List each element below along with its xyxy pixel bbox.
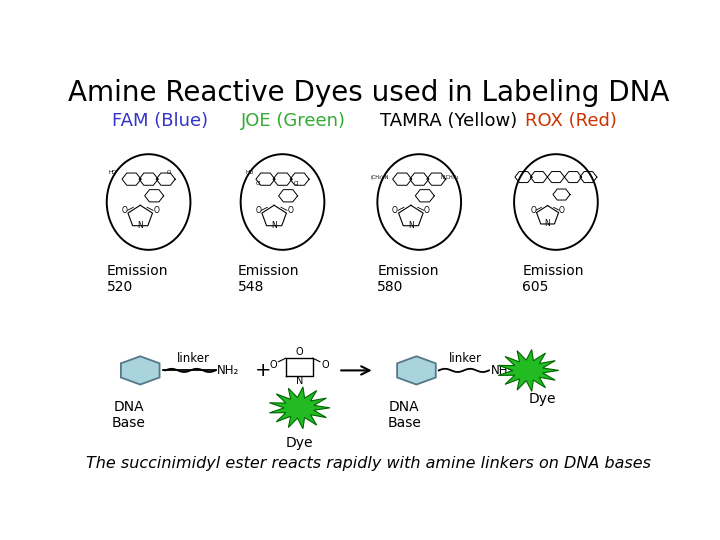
- Text: O: O: [559, 206, 565, 214]
- Text: TAMRA (Yellow): TAMRA (Yellow): [380, 112, 518, 130]
- Text: O: O: [321, 360, 329, 370]
- Text: DNA
Base: DNA Base: [112, 400, 145, 430]
- Text: FAM (Blue): FAM (Blue): [112, 112, 209, 130]
- Text: JOE (Green): JOE (Green): [240, 112, 346, 130]
- Text: O: O: [166, 171, 171, 176]
- Text: O: O: [392, 206, 398, 215]
- Text: Emission
580: Emission 580: [377, 264, 439, 294]
- Text: Cl: Cl: [294, 181, 300, 186]
- Polygon shape: [498, 349, 559, 392]
- Text: O: O: [256, 206, 261, 215]
- Text: NH₂: NH₂: [490, 364, 513, 377]
- Text: linker: linker: [176, 352, 210, 365]
- Text: N(CH₃)₂: N(CH₃)₂: [441, 174, 459, 180]
- Text: Amine Reactive Dyes used in Labeling DNA: Amine Reactive Dyes used in Labeling DNA: [68, 79, 670, 107]
- Text: linker: linker: [449, 352, 482, 365]
- Polygon shape: [269, 387, 330, 429]
- Text: N: N: [138, 220, 143, 230]
- Text: Cl: Cl: [256, 181, 261, 186]
- Text: O: O: [153, 206, 159, 215]
- Text: N: N: [296, 376, 303, 387]
- Text: +: +: [255, 361, 271, 380]
- Text: O: O: [287, 206, 293, 215]
- Text: The succinimidyl ester reacts rapidly with amine linkers on DNA bases: The succinimidyl ester reacts rapidly wi…: [86, 456, 652, 471]
- Text: HO: HO: [108, 171, 117, 176]
- Polygon shape: [121, 356, 160, 384]
- Text: N: N: [271, 220, 277, 230]
- Text: O: O: [424, 206, 430, 215]
- Text: N: N: [545, 219, 550, 228]
- Text: O: O: [270, 360, 277, 370]
- Text: HO: HO: [245, 171, 253, 176]
- Text: N: N: [408, 220, 414, 230]
- Text: NH₂: NH₂: [217, 364, 240, 377]
- Text: O: O: [122, 206, 127, 215]
- Text: Dye: Dye: [528, 392, 556, 406]
- Text: DNA
Base: DNA Base: [387, 400, 421, 430]
- Text: ROX (Red): ROX (Red): [526, 112, 617, 130]
- Text: Dye: Dye: [286, 436, 313, 450]
- Text: (CH₃)₂N: (CH₃)₂N: [370, 174, 389, 180]
- Text: O: O: [530, 206, 536, 214]
- Text: Emission
605: Emission 605: [523, 264, 584, 294]
- Polygon shape: [397, 356, 436, 384]
- Text: Emission
548: Emission 548: [238, 264, 300, 294]
- Text: O: O: [295, 347, 303, 357]
- Text: Emission
520: Emission 520: [107, 264, 168, 294]
